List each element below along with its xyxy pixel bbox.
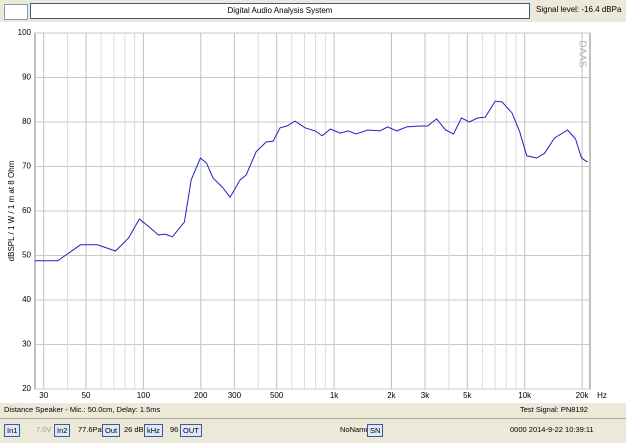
y-tick-label: 40 [22, 295, 31, 304]
x-tick-label: 200 [194, 391, 208, 400]
title-bar: Digital Audio Analysis System Signal lev… [0, 0, 626, 22]
x-tick-label: 50 [82, 391, 91, 400]
out2-button[interactable]: OUT [180, 424, 202, 437]
y-axis-label: dBSPL / 1 W / 1 m at 8 Ohm [7, 160, 16, 261]
y-tick-label: 70 [22, 162, 31, 171]
status-left: Distance Speaker - Mic.: 50.0cm, Delay: … [4, 405, 161, 414]
gain: 26 dB [124, 425, 144, 434]
y-tick-label: 50 [22, 251, 31, 260]
chart: dBSPL / 1 W / 1 m at 8 Ohm Hz DAAS 20304… [7, 28, 607, 400]
response-line [35, 100, 588, 262]
x-tick-label: 5k [463, 391, 472, 400]
rate: 96 [170, 425, 179, 434]
app-title: Digital Audio Analysis System [30, 3, 530, 19]
y-tick-label: 30 [22, 340, 31, 349]
x-unit-label: Hz [597, 391, 607, 400]
x-tick-label: 30 [39, 391, 48, 400]
signal-level: Signal level: -16.4 dBPa [536, 5, 622, 14]
x-tick-label: 2k [387, 391, 396, 400]
y-tick-label: 100 [18, 28, 32, 37]
x-tick-label: 10k [518, 391, 532, 400]
x-tick-label: 500 [270, 391, 284, 400]
plot-panel: dBSPL / 1 W / 1 m at 8 Ohm Hz DAAS 20304… [0, 22, 626, 403]
print-icon[interactable] [4, 4, 28, 20]
khz-button[interactable]: kHz [144, 424, 163, 437]
y-tick-label: 90 [22, 73, 31, 82]
out-button[interactable]: Out [102, 424, 121, 437]
x-tick-label: 300 [228, 391, 242, 400]
x-tick-label: 20k [576, 391, 590, 400]
timestamp: 0000 2014-9-22 10:39:11 [510, 425, 594, 434]
y-tick-label: 60 [22, 206, 31, 215]
status-right: Test Signal: PN8192 [520, 405, 588, 414]
in2-button[interactable]: In2 [54, 424, 71, 437]
voltage: 7.0V [36, 425, 52, 434]
x-tick-label: 3k [421, 391, 430, 400]
sn-button[interactable]: SN [367, 424, 384, 437]
y-tick-label: 80 [22, 117, 31, 126]
x-tick-label: 100 [137, 391, 151, 400]
toolbar: In1 7.0V In2 77.6Pa Out 26 dB kHz 96 OUT… [0, 418, 626, 443]
name: NoName [340, 425, 370, 434]
x-tick-label: 1k [330, 391, 339, 400]
in1-button[interactable]: In1 [4, 424, 21, 437]
y-tick-label: 20 [22, 384, 31, 393]
pressure: 77.6Pa [78, 425, 102, 434]
